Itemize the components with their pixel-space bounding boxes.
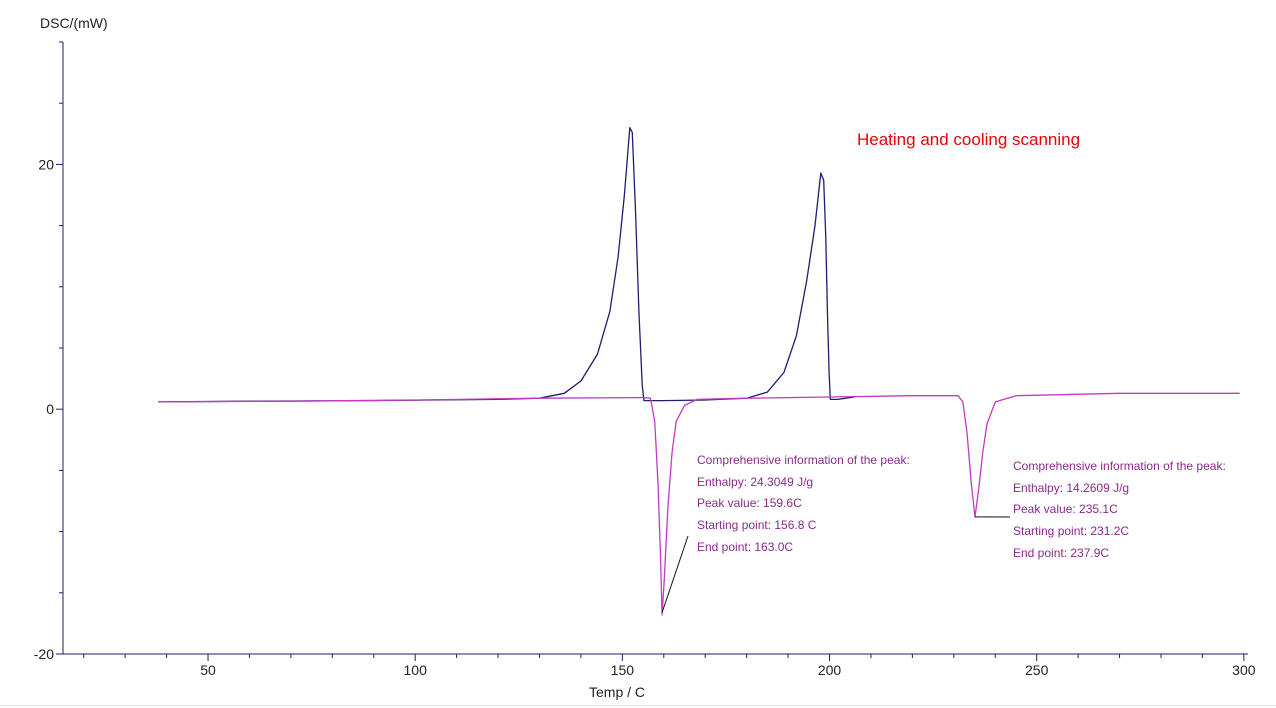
annotation-leader-line	[661, 535, 689, 613]
peak-info-box-2: Comprehensive information of the peak: En…	[1013, 456, 1226, 564]
x-tick-label: 50	[200, 662, 216, 678]
y-tick-label: 20	[38, 156, 54, 172]
x-axis-label: Temp / C	[589, 684, 646, 700]
y-axis-label: DSC/(mW)	[40, 15, 108, 31]
peak-info-line: Enthalpy: 24.3049 J/g	[697, 474, 814, 489]
x-tick-label: 100	[404, 662, 428, 678]
heating-curve	[158, 127, 855, 403]
peak-info-line: Peak value: 159.6C	[697, 496, 802, 511]
x-tick-label: 250	[1025, 662, 1049, 678]
cooling-curve	[158, 392, 1240, 616]
x-tick-label: 200	[818, 662, 842, 678]
peak-info-box-1: Comprehensive information of the peak: En…	[697, 450, 910, 558]
peak-info-line: Enthalpy: 14.2609 J/g	[1013, 480, 1130, 495]
bottom-divider	[0, 705, 1276, 706]
peak-info-line: End point: 237.9C	[1013, 545, 1110, 560]
peak-info-line: Starting point: 156.8 C	[697, 518, 817, 533]
x-tick-label: 150	[611, 662, 635, 678]
peak-info-line: End point: 163.0C	[697, 539, 794, 554]
peak-info-line: Starting point: 231.2C	[1013, 524, 1130, 539]
peak-info-heading: Comprehensive information of the peak:	[1013, 459, 1226, 473]
peak-info-heading: Comprehensive information of the peak:	[697, 453, 910, 467]
chart-title: Heating and cooling scanning	[857, 130, 1081, 149]
x-tick-label: 300	[1232, 662, 1256, 678]
y-tick-label: 0	[46, 401, 54, 417]
y-tick-label: -20	[34, 646, 54, 662]
peak-info-line: Peak value: 235.1C	[1013, 502, 1118, 517]
